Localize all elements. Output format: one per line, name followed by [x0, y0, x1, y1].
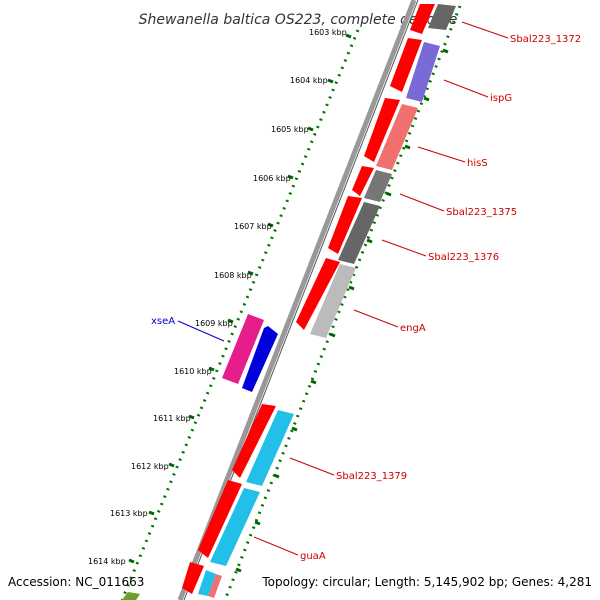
cds-arrow[interactable] — [328, 196, 362, 254]
callout-line — [417, 146, 466, 163]
gene-box[interactable] — [364, 170, 392, 202]
forward-track — [222, 314, 278, 392]
callout-line — [399, 193, 445, 212]
xsea-gene-box[interactable] — [222, 314, 264, 384]
cds-arrow[interactable] — [198, 480, 242, 558]
gene-label-sbal223-1375[interactable]: Sbal223_1375 — [446, 207, 517, 218]
callout-line — [381, 239, 427, 257]
tick-label: 1607 kbp — [234, 222, 272, 231]
callout-line — [177, 320, 225, 342]
cds-arrow[interactable] — [232, 404, 276, 478]
gene-callouts: Sbal223_1372 ispG hisS Sbal223_1375 Sbal… — [151, 21, 581, 562]
gene-box[interactable] — [376, 104, 418, 170]
gene-box[interactable] — [428, 4, 456, 30]
tick-label: 1613 kbp — [110, 509, 148, 518]
gene-label-sbal223-1379[interactable]: Sbal223_1379 — [336, 471, 407, 482]
partial-feature — [122, 592, 140, 600]
ruler-outer — [223, 5, 462, 600]
xsea-cds-arrow[interactable] — [242, 326, 278, 392]
outer-tick-marks — [235, 48, 449, 573]
tick-label: 1611 kbp — [153, 414, 191, 423]
genome-backbone — [177, 0, 417, 600]
callout-line — [443, 79, 489, 98]
tick-label: 1612 kbp — [131, 462, 169, 471]
gene-track — [198, 4, 456, 598]
cds-arrow[interactable] — [182, 562, 204, 594]
gene-label-hiss[interactable]: hisS — [467, 158, 488, 169]
gene-box[interactable] — [338, 202, 380, 264]
tick-label: 1609 kbp — [195, 319, 233, 328]
cds-arrow[interactable] — [352, 166, 374, 196]
gene-box[interactable] — [210, 488, 260, 566]
topology-text: Topology: circular; Length: 5,145,902 bp… — [261, 575, 592, 589]
gene-label-sbal223-1372[interactable]: Sbal223_1372 — [510, 34, 581, 45]
gene-box[interactable] — [406, 42, 440, 102]
cds-arrow[interactable] — [296, 258, 340, 330]
tick-label: 1606 kbp — [253, 174, 291, 183]
gene-label-guaa[interactable]: guaA — [300, 551, 326, 562]
tick-label: 1604 kbp — [290, 76, 328, 85]
callout-line — [461, 21, 509, 39]
tick-label: 1610 kbp — [174, 367, 212, 376]
tick-label: 1603 kbp — [309, 28, 347, 37]
callout-line — [353, 309, 399, 328]
tick-label: 1614 kbp — [88, 557, 126, 566]
gene-label-ispg[interactable]: ispG — [490, 93, 512, 104]
callout-line — [253, 536, 299, 556]
gene-label-xsea[interactable]: xseA — [151, 316, 175, 327]
tick-labels: 1603 kbp 1604 kbp 1605 kbp 1606 kbp 1607… — [88, 28, 347, 566]
cds-arrow[interactable] — [364, 98, 400, 162]
map-title: Shewanella baltica OS223, complete genom… — [139, 12, 458, 28]
cds-arrow[interactable] — [410, 4, 435, 34]
accession-text: Accession: NC_011663 — [8, 575, 144, 589]
gene-box[interactable] — [198, 570, 216, 596]
cds-track — [182, 4, 435, 594]
gene-label-enga[interactable]: engA — [400, 323, 426, 334]
gene-box[interactable] — [208, 574, 222, 598]
gene-label-sbal223-1376[interactable]: Sbal223_1376 — [428, 252, 499, 263]
tick-label: 1608 kbp — [214, 271, 252, 280]
inner-tick-marks — [128, 33, 352, 564]
cds-arrow[interactable] — [390, 38, 422, 92]
gene-box[interactable] — [246, 410, 294, 486]
tick-label: 1605 kbp — [271, 125, 309, 134]
callout-line — [289, 457, 335, 476]
gene-box[interactable] — [310, 264, 356, 338]
